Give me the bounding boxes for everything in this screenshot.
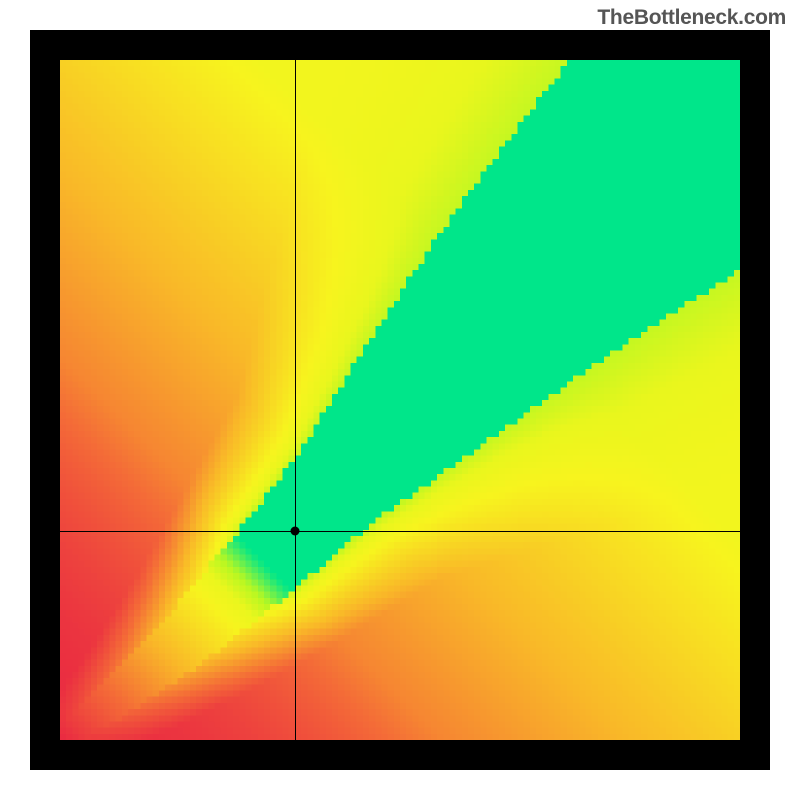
plot-area xyxy=(60,60,740,740)
chart-frame xyxy=(30,30,770,770)
crosshair-horizontal xyxy=(60,531,740,532)
crosshair-vertical xyxy=(295,60,296,740)
heatmap-canvas xyxy=(60,60,740,740)
data-point-marker xyxy=(290,526,299,535)
watermark-text: TheBottleneck.com xyxy=(597,6,786,30)
